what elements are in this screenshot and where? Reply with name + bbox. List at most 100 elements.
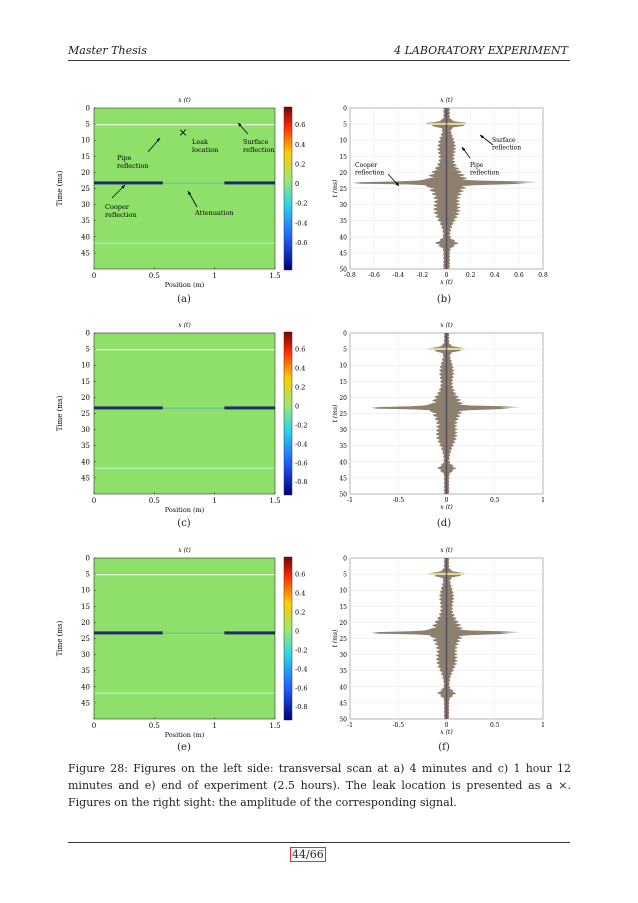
y-tick-label: 10	[81, 587, 90, 595]
y-tick-label: 35	[81, 442, 90, 450]
colorbar-tick-label: -0.2	[295, 646, 308, 654]
annotation-pipe: Pipe reflection	[117, 154, 149, 170]
x-tick-label: 1	[212, 722, 216, 730]
footer-rule	[68, 842, 570, 843]
y-tick-label: 35	[339, 218, 347, 225]
y-tick-label: 45	[339, 700, 347, 707]
y-tick-label: 40	[339, 234, 347, 241]
figure-b-amplitude: -0.8 -0.6 -0.4 -0.2 0 0.2 0.4 0.6 0.8 0 5 10 15 20 25 3…	[332, 97, 548, 286]
y-axis-label: Time (ms)	[56, 395, 64, 431]
y-tick-label: 50	[339, 492, 347, 499]
y-tick-label: 40	[81, 458, 90, 466]
annotation-leak: Leak location	[192, 138, 218, 154]
amp-title: x (t)	[440, 547, 453, 554]
x-axis-label: x (t)	[440, 729, 453, 736]
arrow-surface-head	[480, 135, 484, 139]
y-tick-label: 20	[339, 395, 347, 402]
y-tick-label: 10	[339, 588, 347, 595]
attenuation-gap	[162, 182, 225, 184]
colorbar	[283, 556, 293, 721]
x-tick-label: -0.5	[392, 722, 404, 729]
y-tick-label: 5	[343, 572, 347, 579]
y-tick-label: 15	[339, 379, 347, 386]
y-tick-label: 25	[81, 185, 90, 193]
figure-e-scan: x (t) 0 5 10 15 20 25 30 35 40 45 Time (ms) 0 0.5 1 1.5…	[56, 547, 308, 739]
x-tick-label: 0	[445, 722, 449, 729]
y-tick-label: 50	[339, 267, 347, 274]
center-trace	[445, 108, 448, 269]
cooper-reflection-right	[224, 181, 275, 185]
amplitude-envelope	[371, 558, 520, 719]
colorbar-tick-label: -0.4	[295, 665, 308, 673]
y-tick-label: 20	[339, 170, 347, 177]
y-tick-label: 45	[81, 474, 90, 482]
surface-reflection-line	[94, 349, 275, 351]
figure-c-scan: x (t) 0 5 10 15 20 25 30 35 40 45 Time (ms) 0 0.5 1 1.5…	[56, 322, 308, 514]
colorbar-tick-label: -0.6	[295, 459, 308, 467]
x-axis-label: x (t)	[440, 279, 453, 286]
x-tick-label: 0.8	[538, 272, 548, 279]
scan-title: x (t)	[178, 322, 191, 329]
x-tick-label: 1.5	[269, 497, 280, 505]
y-tick-label: 35	[339, 443, 347, 450]
y-tick-label: 40	[339, 459, 347, 466]
y-tick-label: 10	[81, 362, 90, 370]
x-tick-label: 1.5	[269, 272, 280, 280]
scan-title: x (t)	[178, 547, 191, 554]
y-tick-label: 10	[339, 138, 347, 145]
annotation-surface: Surface reflection	[492, 137, 521, 152]
annotation-surface: Surface reflection	[243, 138, 275, 154]
y-tick-label: 20	[339, 620, 347, 627]
y-tick-label: 15	[81, 153, 90, 161]
colorbar-tick-label: 0.6	[295, 571, 305, 579]
surface-reflection-line	[94, 124, 275, 126]
x-axis-label: x (t)	[440, 504, 453, 511]
colorbar-tick-label: -0.2	[295, 421, 308, 429]
sublabel-d: (d)	[436, 518, 452, 529]
scan-field	[94, 558, 275, 719]
y-tick-label: 10	[339, 363, 347, 370]
y-tick-label: 10	[81, 137, 90, 145]
colorbar-tick-label: 0.6	[295, 121, 305, 129]
arrow-cooper-head	[395, 182, 399, 186]
y-tick-label: 5	[86, 346, 90, 354]
colorbar-tick-label: -0.6	[295, 684, 308, 692]
y-tick-label: 35	[339, 668, 347, 675]
x-axis-label: Position (m)	[165, 506, 205, 514]
amplitude-envelope	[352, 108, 539, 269]
x-tick-label: 0	[92, 722, 96, 730]
x-tick-label: 1	[212, 272, 216, 280]
y-tick-label: 5	[86, 121, 90, 129]
bottom-reflection-line	[94, 692, 275, 694]
colorbar-tick-label: 0.4	[295, 141, 305, 149]
x-tick-label: -0.6	[368, 272, 380, 279]
y-tick-label: 0	[343, 331, 347, 338]
cooper-reflection-right	[224, 631, 275, 635]
leak-marker: ×	[178, 126, 187, 139]
colorbar-tick-label: -0.8	[295, 703, 308, 711]
x-tick-label: 1	[541, 722, 545, 729]
y-tick-label: 5	[86, 571, 90, 579]
scan-title: x (t)	[178, 97, 191, 104]
y-tick-label: 40	[339, 684, 347, 691]
annotation-cooper: Cooper reflection	[105, 203, 137, 219]
x-tick-label: -0.8	[344, 272, 356, 279]
colorbar	[283, 331, 293, 496]
colorbar-tick-label: 0.2	[295, 383, 305, 391]
x-tick-label: 0	[445, 497, 449, 504]
x-tick-label: -1	[347, 722, 353, 729]
y-tick-label: 15	[339, 604, 347, 611]
y-tick-label: 0	[343, 106, 347, 113]
y-tick-label: 20	[81, 394, 90, 402]
y-tick-label: 15	[81, 603, 90, 611]
colorbar	[283, 106, 293, 271]
y-tick-label: 30	[339, 202, 347, 209]
y-tick-label: 0	[343, 556, 347, 563]
page-number[interactable]: 44/66	[290, 847, 326, 862]
y-axis-label: t (ms)	[332, 179, 339, 197]
x-tick-label: 0.5	[149, 272, 160, 280]
x-tick-label: 1	[212, 497, 216, 505]
arrow-cooper-head	[121, 185, 125, 189]
x-tick-label: 0.5	[490, 722, 500, 729]
y-tick-label: 25	[339, 636, 347, 643]
